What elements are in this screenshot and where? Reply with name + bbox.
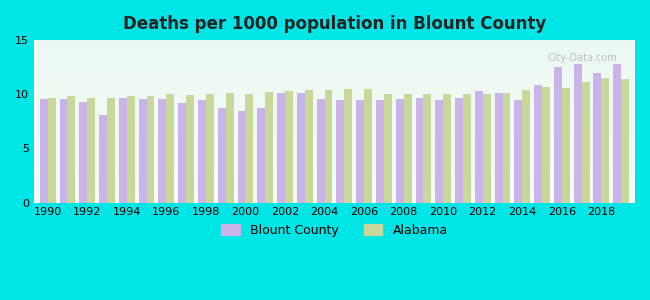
Bar bbox=[119, 98, 127, 202]
Bar bbox=[277, 93, 285, 202]
Bar bbox=[107, 98, 115, 202]
Bar bbox=[534, 85, 542, 202]
Bar bbox=[297, 93, 305, 202]
Bar bbox=[376, 100, 384, 202]
Bar bbox=[166, 94, 174, 202]
Bar bbox=[621, 79, 629, 202]
Bar bbox=[47, 98, 56, 202]
Bar bbox=[574, 64, 582, 203]
Bar bbox=[396, 99, 404, 202]
Bar bbox=[79, 102, 87, 202]
Bar bbox=[475, 91, 483, 202]
Bar bbox=[317, 99, 324, 202]
Bar bbox=[178, 103, 186, 202]
Bar bbox=[582, 82, 590, 202]
Bar bbox=[384, 94, 392, 202]
Bar bbox=[601, 78, 609, 202]
Bar bbox=[198, 100, 206, 202]
Bar bbox=[344, 89, 352, 202]
Bar bbox=[562, 88, 570, 202]
Bar bbox=[356, 100, 364, 202]
Bar bbox=[415, 98, 423, 202]
Bar bbox=[127, 96, 135, 202]
Bar bbox=[305, 90, 313, 202]
Text: City-Data.com: City-Data.com bbox=[547, 53, 617, 63]
Bar bbox=[613, 64, 621, 203]
Bar bbox=[324, 90, 332, 202]
Bar bbox=[483, 94, 491, 202]
Bar bbox=[554, 67, 562, 202]
Bar bbox=[364, 89, 372, 202]
Bar bbox=[423, 94, 432, 202]
Bar bbox=[257, 108, 265, 202]
Bar bbox=[99, 115, 107, 202]
Bar bbox=[237, 110, 246, 202]
Bar bbox=[246, 94, 254, 202]
Bar bbox=[285, 91, 293, 202]
Bar bbox=[218, 108, 226, 202]
Bar bbox=[502, 93, 510, 202]
Legend: Blount County, Alabama: Blount County, Alabama bbox=[216, 219, 452, 242]
Bar bbox=[138, 99, 146, 202]
Bar bbox=[443, 94, 451, 202]
Bar bbox=[68, 96, 75, 202]
Bar bbox=[159, 99, 166, 202]
Bar bbox=[60, 99, 68, 202]
Bar bbox=[495, 93, 502, 202]
Bar bbox=[226, 93, 233, 202]
Bar bbox=[404, 94, 411, 202]
Title: Deaths per 1000 population in Blount County: Deaths per 1000 population in Blount Cou… bbox=[123, 15, 546, 33]
Bar bbox=[514, 100, 523, 202]
Bar bbox=[265, 92, 273, 202]
Bar bbox=[87, 98, 95, 202]
Bar bbox=[463, 94, 471, 202]
Bar bbox=[523, 90, 530, 202]
Bar bbox=[146, 96, 155, 202]
Bar bbox=[436, 100, 443, 202]
Bar bbox=[593, 73, 601, 202]
Bar bbox=[455, 98, 463, 202]
Bar bbox=[40, 99, 47, 202]
Bar bbox=[186, 95, 194, 202]
Bar bbox=[206, 94, 214, 202]
Bar bbox=[337, 100, 344, 202]
Bar bbox=[542, 87, 550, 202]
